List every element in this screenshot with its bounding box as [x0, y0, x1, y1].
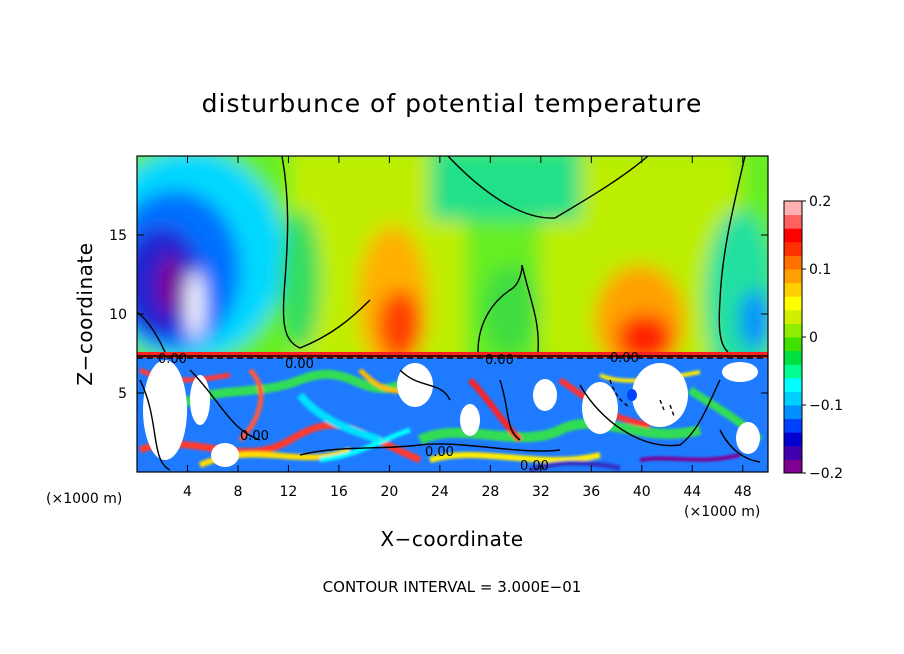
y-axis: 5 10 15: [109, 228, 768, 402]
colorbar-tick-label: −0.2: [809, 466, 843, 482]
colorbar-ticks: 0.2 0.1 0 −0.1 −0.2: [802, 194, 843, 482]
colorbar-swatch: [784, 296, 802, 311]
contour-label: 0.00: [425, 445, 454, 460]
colorbar-swatch: [784, 350, 802, 365]
lower-field: [137, 356, 768, 472]
colorbar-swatch: [784, 405, 802, 420]
x-axis: 4 8 12 16 20 24 28 32 36 40 44 48: [183, 156, 752, 500]
x-tick-label: 4: [183, 484, 192, 500]
x-tick-label: 8: [233, 484, 242, 500]
colorbar-swatch: [784, 282, 802, 297]
x-axis-label: X−coordinate: [380, 527, 523, 551]
colorbar-tick-label: 0: [809, 330, 818, 346]
colorbar-swatch: [784, 364, 802, 379]
contour-label: 0.00: [240, 429, 269, 444]
colorbar-tick-label: 0.1: [809, 262, 831, 278]
colorbar-swatch: [784, 201, 802, 216]
contour-label: 0.00: [610, 351, 639, 366]
y-tick-label: 5: [118, 386, 127, 402]
colorbar-swatch: [784, 228, 802, 243]
contour-label: 0.00: [285, 357, 314, 372]
colorbar-tick-label: −0.1: [809, 398, 843, 414]
colorbar-swatch: [784, 337, 802, 352]
x-tick-label: 40: [633, 484, 651, 500]
colorbar-swatch: [784, 459, 802, 474]
colorbar-swatch: [784, 418, 802, 433]
y-axis-label: Z−coordinate: [73, 242, 97, 385]
x-tick-label: 12: [280, 484, 298, 500]
x-tick-label: 20: [380, 484, 398, 500]
plot-area: 0.00 0.00 0.00 0.00 0.00 0.00 0.00: [137, 156, 768, 474]
colorbar-swatch: [784, 214, 802, 229]
colorbar: [783, 200, 803, 474]
chart-title: disturbunce of potential temperature: [202, 89, 703, 118]
y-tick-label: 10: [109, 307, 127, 323]
x-unit-label-right: (×1000 m): [684, 504, 760, 520]
colorbar-swatch: [784, 377, 802, 392]
x-tick-label: 28: [481, 484, 499, 500]
contour-label-group: 0.00 0.00 0.00 0.00 0.00 0.00 0.00: [158, 351, 639, 474]
colorbar-swatch: [784, 323, 802, 338]
contour-label: 0.00: [520, 459, 549, 474]
x-tick-label: 36: [582, 484, 600, 500]
colorbar-swatch: [784, 432, 802, 447]
colorbar-swatch: [784, 445, 802, 460]
colorbar-swatch: [784, 309, 802, 324]
x-tick-label: 32: [532, 484, 550, 500]
transition-band: [137, 352, 768, 358]
colorbar-tick-label: 0.2: [809, 194, 831, 210]
contour-label: 0.00: [485, 353, 514, 368]
x-tick-label: 44: [683, 484, 701, 500]
colorbar-swatch: [784, 391, 802, 406]
colorbar-swatch: [784, 255, 802, 270]
contour-label: 0.00: [158, 352, 187, 367]
contour-interval-note: CONTOUR INTERVAL = 3.000E−01: [323, 578, 582, 596]
y-tick-label: 15: [109, 228, 127, 244]
x-tick-label: 16: [330, 484, 348, 500]
x-tick-label: 48: [734, 484, 752, 500]
x-tick-label: 24: [431, 484, 449, 500]
colorbar-swatch: [784, 241, 802, 256]
upper-field: [137, 156, 768, 472]
colorbar-swatch: [784, 269, 802, 284]
x-unit-label-left: (×1000 m): [46, 491, 122, 507]
contour-lines: [137, 156, 768, 471]
